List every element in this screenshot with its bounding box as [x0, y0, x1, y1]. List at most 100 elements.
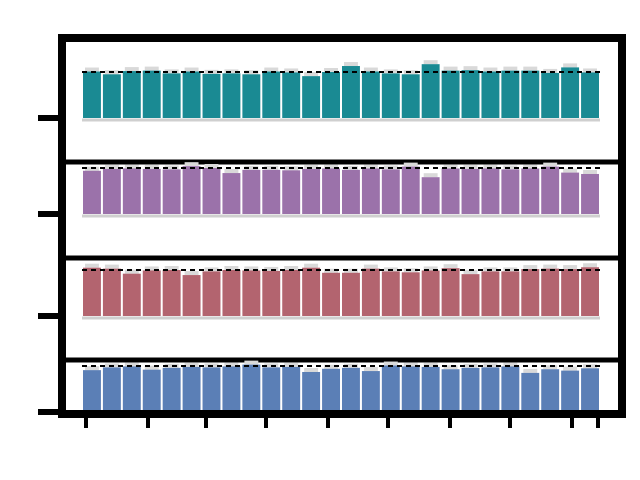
- bar-error-r3-23: [523, 164, 538, 169]
- bar-error-r2-9: [244, 266, 259, 271]
- bar-r3-4: [142, 168, 161, 214]
- bar-error-r4-12: [304, 72, 319, 77]
- bar-error-r3-20: [463, 164, 478, 169]
- bar-r3-10: [262, 169, 281, 214]
- bar-error-r2-4: [144, 266, 159, 271]
- bar-r3-20: [461, 168, 480, 214]
- bar-r2-12: [302, 267, 321, 316]
- bar-error-r3-5: [164, 165, 179, 170]
- bar-r2-25: [561, 269, 580, 316]
- bar-error-r3-21: [483, 164, 498, 169]
- bar-r4-21: [481, 71, 500, 118]
- bar-error-r2-8: [224, 266, 239, 270]
- bar-r4-26: [581, 72, 599, 118]
- bar-error-r4-20: [463, 66, 478, 71]
- bar-error-r2-26: [583, 263, 597, 268]
- bar-r1-1: [83, 370, 101, 412]
- bar-error-r2-25: [563, 265, 578, 270]
- bar-r3-1: [83, 170, 101, 214]
- bar-r1-18: [421, 366, 440, 412]
- bar-r2-18: [421, 270, 440, 316]
- bar-r1-10: [262, 367, 281, 412]
- bar-r3-15: [361, 168, 380, 214]
- bar-r3-3: [122, 168, 141, 214]
- bar-r1-16: [381, 365, 400, 412]
- bar-r4-8: [222, 73, 241, 118]
- bar-error-r3-26: [583, 169, 597, 174]
- bar-error-r3-4: [144, 164, 159, 169]
- bar-error-r2-20: [463, 270, 478, 275]
- bar-r2-11: [282, 270, 301, 316]
- bar-error-r3-7: [204, 164, 219, 168]
- bar-r2-17: [401, 272, 420, 316]
- bar-r2-7: [202, 271, 221, 316]
- bar-error-r1-24: [543, 365, 558, 370]
- bar-r3-24: [541, 166, 560, 214]
- bar-r4-19: [441, 70, 460, 118]
- bar-error-r1-9: [244, 360, 259, 365]
- bar-r3-2: [102, 168, 121, 214]
- bar-error-r4-21: [483, 67, 498, 72]
- bar-r2-8: [222, 270, 241, 316]
- bar-error-r1-16: [383, 361, 398, 366]
- bar-error-r4-22: [503, 66, 518, 71]
- bar-error-r2-10: [264, 266, 279, 271]
- bar-error-r2-24: [543, 264, 558, 269]
- bar-r4-11: [282, 72, 301, 118]
- bar-error-r1-3: [124, 362, 139, 367]
- bar-r4-10: [262, 71, 281, 118]
- bar-error-r1-11: [284, 362, 299, 367]
- bar-error-r3-14: [344, 165, 358, 170]
- bar-r3-17: [401, 166, 420, 214]
- bar-r1-22: [501, 366, 520, 412]
- bar-error-r4-15: [363, 67, 378, 72]
- bar-r4-13: [322, 72, 340, 118]
- bar-error-r4-19: [443, 66, 458, 71]
- bar-r1-9: [242, 364, 261, 412]
- bar-r1-12: [302, 371, 321, 412]
- bar-r2-24: [541, 268, 560, 316]
- bar-error-r4-5: [164, 69, 179, 74]
- bar-error-r3-15: [363, 164, 378, 169]
- bar-r3-12: [302, 168, 321, 214]
- bar-error-r4-24: [543, 68, 558, 73]
- bar-r1-6: [182, 366, 201, 412]
- bar-error-r3-2: [104, 164, 119, 169]
- bar-error-r4-8: [224, 69, 239, 74]
- bar-r2-23: [521, 269, 540, 316]
- bar-r3-21: [481, 168, 500, 214]
- bar-r3-8: [222, 173, 241, 214]
- bar-r4-12: [302, 76, 321, 118]
- bar-error-r3-8: [224, 169, 239, 174]
- bar-error-r3-22: [503, 165, 518, 170]
- bar-r1-26: [581, 368, 599, 412]
- bar-r2-6: [182, 275, 201, 316]
- bar-r3-5: [162, 169, 181, 214]
- panels: [62, 60, 622, 416]
- bar-r3-25: [561, 172, 580, 214]
- bar-r1-20: [461, 367, 480, 412]
- bar-r3-16: [381, 169, 400, 214]
- bar-r1-7: [202, 367, 221, 412]
- bar-error-r2-2: [104, 264, 119, 269]
- bar-r3-19: [441, 168, 460, 214]
- bar-r1-15: [361, 371, 380, 412]
- bar-r4-3: [122, 71, 141, 118]
- bar-r4-24: [541, 72, 560, 118]
- bar-r4-17: [401, 74, 420, 118]
- bar-error-r4-3: [124, 67, 139, 72]
- bar-error-r2-3: [124, 269, 139, 274]
- bar-error-r3-17: [403, 162, 418, 167]
- bar-r4-15: [361, 71, 380, 118]
- bar-r2-5: [162, 270, 181, 316]
- bar-r3-7: [202, 168, 221, 214]
- bar-error-r1-13: [324, 364, 338, 369]
- bar-error-r1-18: [423, 362, 438, 367]
- bar-error-r4-26: [583, 68, 597, 73]
- bar-error-r3-6: [184, 162, 199, 167]
- bar-r2-16: [381, 271, 400, 316]
- bar-error-r2-14: [344, 268, 358, 273]
- bar-error-r4-25: [563, 63, 578, 68]
- bar-r1-23: [521, 372, 540, 412]
- bar-error-r3-24: [543, 162, 558, 167]
